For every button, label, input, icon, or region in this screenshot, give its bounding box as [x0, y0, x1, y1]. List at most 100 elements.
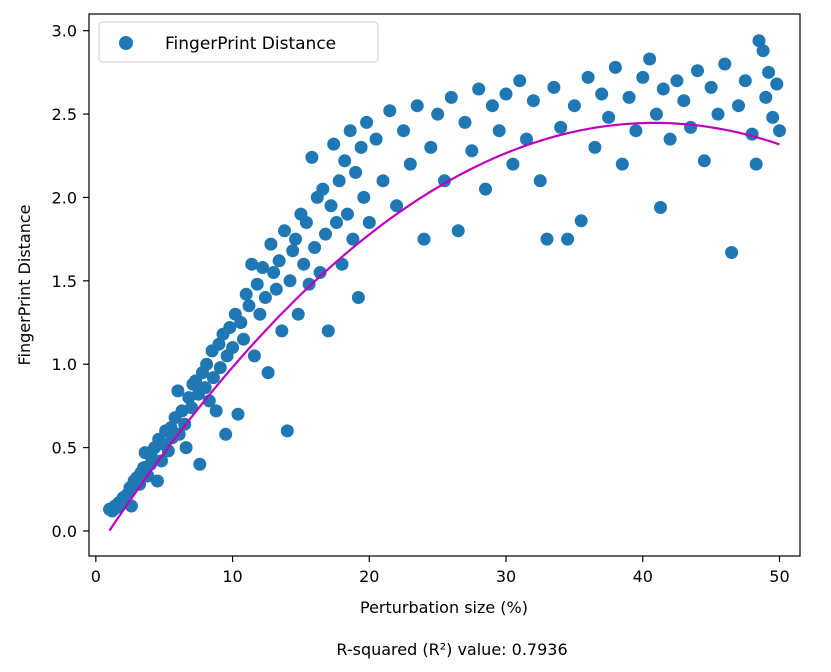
y-tick-label: 0.0	[52, 522, 77, 541]
data-point	[654, 201, 667, 214]
data-point	[212, 337, 226, 351]
data-point	[264, 237, 278, 251]
data-point	[759, 90, 773, 104]
data-point	[608, 60, 622, 74]
data-point	[670, 74, 684, 88]
y-tick-label: 2.5	[52, 105, 77, 124]
data-point	[376, 174, 390, 188]
data-point	[321, 324, 335, 338]
data-point	[424, 140, 438, 154]
data-point	[185, 401, 198, 415]
legend-frame	[98, 21, 379, 63]
data-point	[725, 246, 739, 259]
data-point	[291, 307, 305, 321]
data-point	[223, 321, 237, 334]
data-point	[362, 216, 376, 229]
plot-frame	[88, 13, 801, 557]
data-point	[302, 277, 316, 291]
data-point	[369, 132, 383, 146]
data-point	[554, 120, 568, 134]
data-point	[198, 381, 212, 395]
data-point	[492, 124, 506, 138]
data-point	[171, 384, 185, 398]
data-point	[506, 157, 520, 171]
data-point	[451, 224, 465, 238]
x-axis-ticks: 0 10 20 30 40 50	[91, 556, 790, 586]
data-point	[283, 274, 297, 288]
data-point	[209, 404, 223, 418]
data-point	[299, 216, 313, 229]
data-point	[332, 174, 346, 188]
y-tick-label: 2.0	[52, 188, 77, 207]
data-point	[258, 291, 272, 304]
fit-curve	[108, 121, 780, 532]
x-tick-label: 30	[496, 567, 516, 586]
data-point	[697, 154, 711, 168]
data-point	[305, 150, 319, 164]
data-point	[444, 90, 458, 104]
y-tick-label: 3.0	[52, 22, 77, 41]
data-point	[237, 332, 250, 346]
data-point	[234, 316, 248, 329]
data-point	[718, 57, 732, 71]
x-tick-label: 40	[633, 567, 653, 586]
data-point	[324, 199, 338, 213]
data-point	[547, 80, 561, 94]
data-point	[340, 207, 354, 221]
data-point	[289, 232, 302, 246]
data-point	[275, 324, 289, 338]
y-axis-label: FingerPrint Distance	[15, 204, 34, 365]
data-point	[397, 124, 410, 138]
data-point	[762, 65, 776, 79]
data-point	[267, 266, 281, 279]
data-point	[250, 277, 264, 291]
x-tick-label: 10	[222, 567, 242, 586]
data-point	[319, 227, 332, 241]
data-point	[410, 99, 424, 113]
y-axis-ticks: 0.0 0.5 1.0 1.5 2.0 2.5 3.0	[52, 22, 89, 541]
data-point	[150, 474, 164, 488]
data-point	[567, 99, 581, 113]
fit-curve-layer	[108, 121, 780, 532]
data-point	[313, 266, 327, 279]
data-point	[242, 299, 256, 313]
data-point	[327, 137, 341, 151]
data-point	[155, 454, 168, 468]
data-point	[272, 254, 286, 268]
scatter-points	[103, 34, 786, 518]
data-point	[704, 80, 718, 94]
legend: FingerPrint Distance	[98, 21, 379, 63]
data-point	[677, 94, 691, 108]
data-point	[278, 224, 291, 238]
data-point	[520, 132, 533, 146]
data-point	[349, 165, 363, 179]
data-point	[245, 257, 259, 271]
data-point	[485, 99, 499, 113]
data-point	[663, 132, 677, 146]
data-point	[629, 124, 643, 138]
data-point	[219, 427, 233, 441]
legend-marker	[119, 36, 133, 50]
data-point	[732, 99, 745, 113]
data-point	[338, 154, 352, 168]
data-point	[256, 261, 270, 274]
data-point	[417, 232, 431, 246]
legend-label: FingerPrint Distance	[165, 34, 336, 54]
x-axis-label: Perturbation size (%)	[360, 598, 528, 617]
data-point	[636, 70, 650, 84]
data-point	[297, 257, 311, 271]
data-point	[479, 182, 492, 196]
data-point	[360, 115, 374, 129]
data-point	[343, 124, 357, 138]
data-point	[643, 52, 657, 66]
data-point	[738, 74, 752, 88]
data-point	[316, 182, 330, 196]
x-tick-label: 0	[91, 567, 101, 586]
data-point	[513, 74, 527, 88]
data-point	[588, 140, 602, 154]
data-point	[711, 107, 725, 121]
data-point	[656, 82, 670, 96]
data-point	[526, 94, 540, 108]
data-point	[581, 70, 595, 84]
